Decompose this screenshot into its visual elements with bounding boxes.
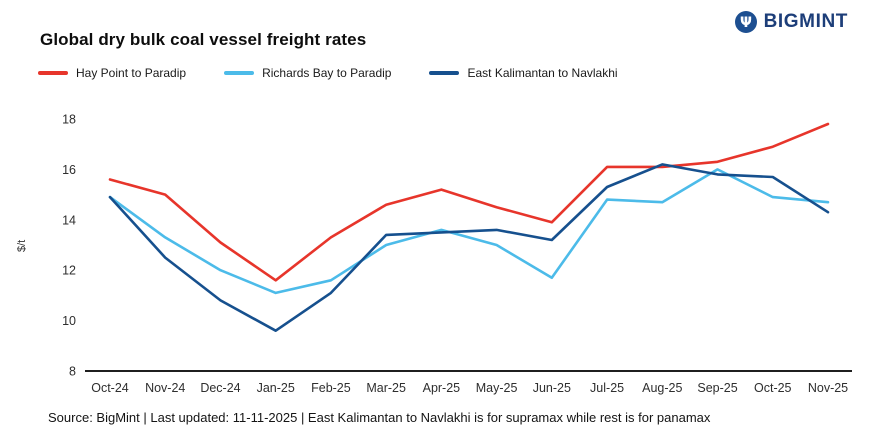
x-tick-label: Mar-25 (366, 381, 406, 395)
series-line-east-kalimantan-to-navlakhi (108, 163, 830, 332)
legend-item-east-kalimantan-to-navlakhi: East Kalimantan to Navlakhi (429, 66, 618, 80)
legend-swatch (429, 71, 460, 75)
y-tick-label: 12 (62, 264, 76, 278)
x-tick-label: Jan-25 (257, 381, 295, 395)
y-tick-label: 8 (69, 365, 76, 379)
x-tick-label: Apr-25 (423, 381, 461, 395)
x-tick-label: Sep-25 (697, 381, 737, 395)
x-tick-label: Dec-24 (200, 381, 240, 395)
line-chart: 8 10 12 14 16 18 Oct-24 Nov-24 Dec-24 Jan-25 Feb-2… (62, 113, 852, 395)
series-line-hay-point-to-paradip (108, 122, 830, 282)
legend-label: Richards Bay to Paradip (262, 66, 392, 80)
x-tick-label: May-25 (476, 381, 518, 395)
x-tick-label: Nov-24 (145, 381, 185, 395)
legend-item-hay-point-to-paradip: Hay Point to Paradip (38, 66, 186, 80)
bigmint-logo-icon: Ψ (734, 11, 757, 33)
y-tick-label: 18 (62, 113, 76, 127)
bigmint-logo-text: BIGMINT (763, 11, 848, 32)
y-tick-label: 16 (62, 163, 76, 177)
source-note: Source: BigMint | Last updated: 11-11-20… (48, 410, 711, 425)
y-tick-label: 14 (62, 213, 76, 227)
y-axis-label: $/t (16, 239, 28, 252)
x-tick-label: Jul-25 (590, 381, 624, 395)
x-tick-label: Oct-24 (91, 381, 129, 395)
chart-legend: Hay Point to Paradip Richards Bay to Para… (38, 66, 618, 80)
x-tick-label: Aug-25 (642, 381, 682, 395)
bigmint-logo: Ψ BIGMINT (734, 10, 848, 34)
legend-swatch (38, 71, 68, 75)
chart-title: Global dry bulk coal vessel freight rate… (40, 30, 367, 49)
legend-label: East Kalimantan to Navlakhi (467, 66, 618, 80)
x-tick-label: Oct-25 (754, 381, 792, 395)
legend-label: Hay Point to Paradip (76, 66, 187, 80)
svg-text:Ψ: Ψ (740, 15, 752, 31)
x-tick-label: Feb-25 (311, 381, 351, 395)
legend-item-richards-bay-to-paradip: Richards Bay to Paradip (224, 66, 391, 80)
x-tick-label: Jun-25 (533, 381, 571, 395)
x-tick-label: Nov-25 (808, 381, 848, 395)
y-tick-label: 10 (62, 314, 76, 328)
series-line-richards-bay-to-paradip (108, 168, 830, 295)
legend-swatch (224, 71, 255, 75)
